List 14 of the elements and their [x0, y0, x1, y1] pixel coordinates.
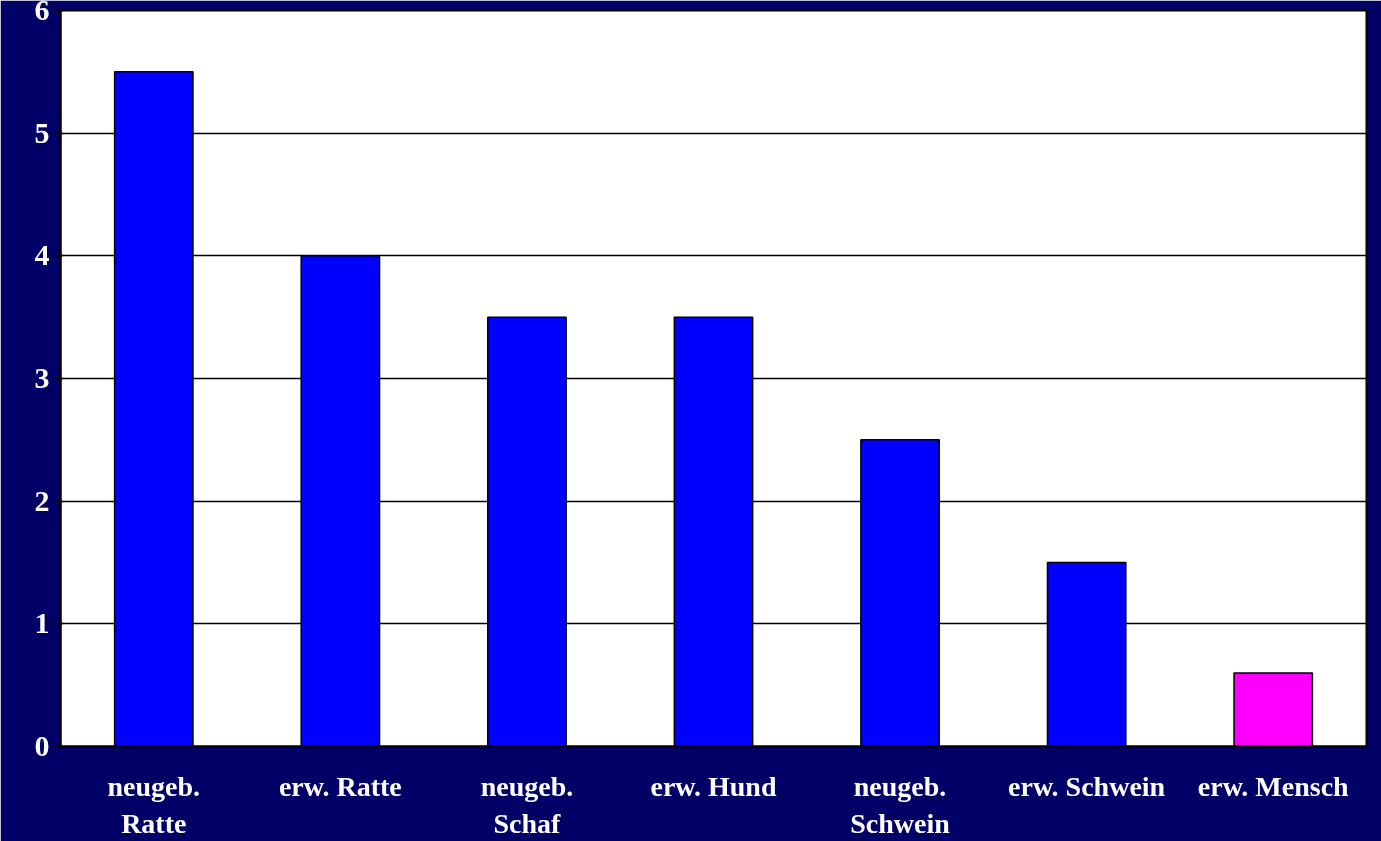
- x-tick-label: neugeb. Ratte: [107, 770, 201, 839]
- y-tick-label: 1: [34, 606, 50, 640]
- y-tick-label: 0: [34, 729, 50, 762]
- x-tick-label: neugeb. Schaf: [480, 770, 574, 839]
- x-tick-label: erw. Schwein: [1008, 770, 1166, 802]
- y-tick-label: 3: [34, 361, 50, 394]
- y-tick-label: 2: [34, 483, 50, 517]
- y-tick-label: 5: [34, 115, 50, 149]
- x-tick-label: erw. Mensch: [1197, 770, 1350, 802]
- y-tick-label: 4: [34, 238, 50, 272]
- y-tick-label: 6: [34, 0, 50, 26]
- x-tick-label: erw. Hund: [650, 770, 777, 802]
- x-tick-label: erw. Ratte: [278, 770, 402, 802]
- x-tick-label: neugeb. Schwein: [850, 770, 951, 839]
